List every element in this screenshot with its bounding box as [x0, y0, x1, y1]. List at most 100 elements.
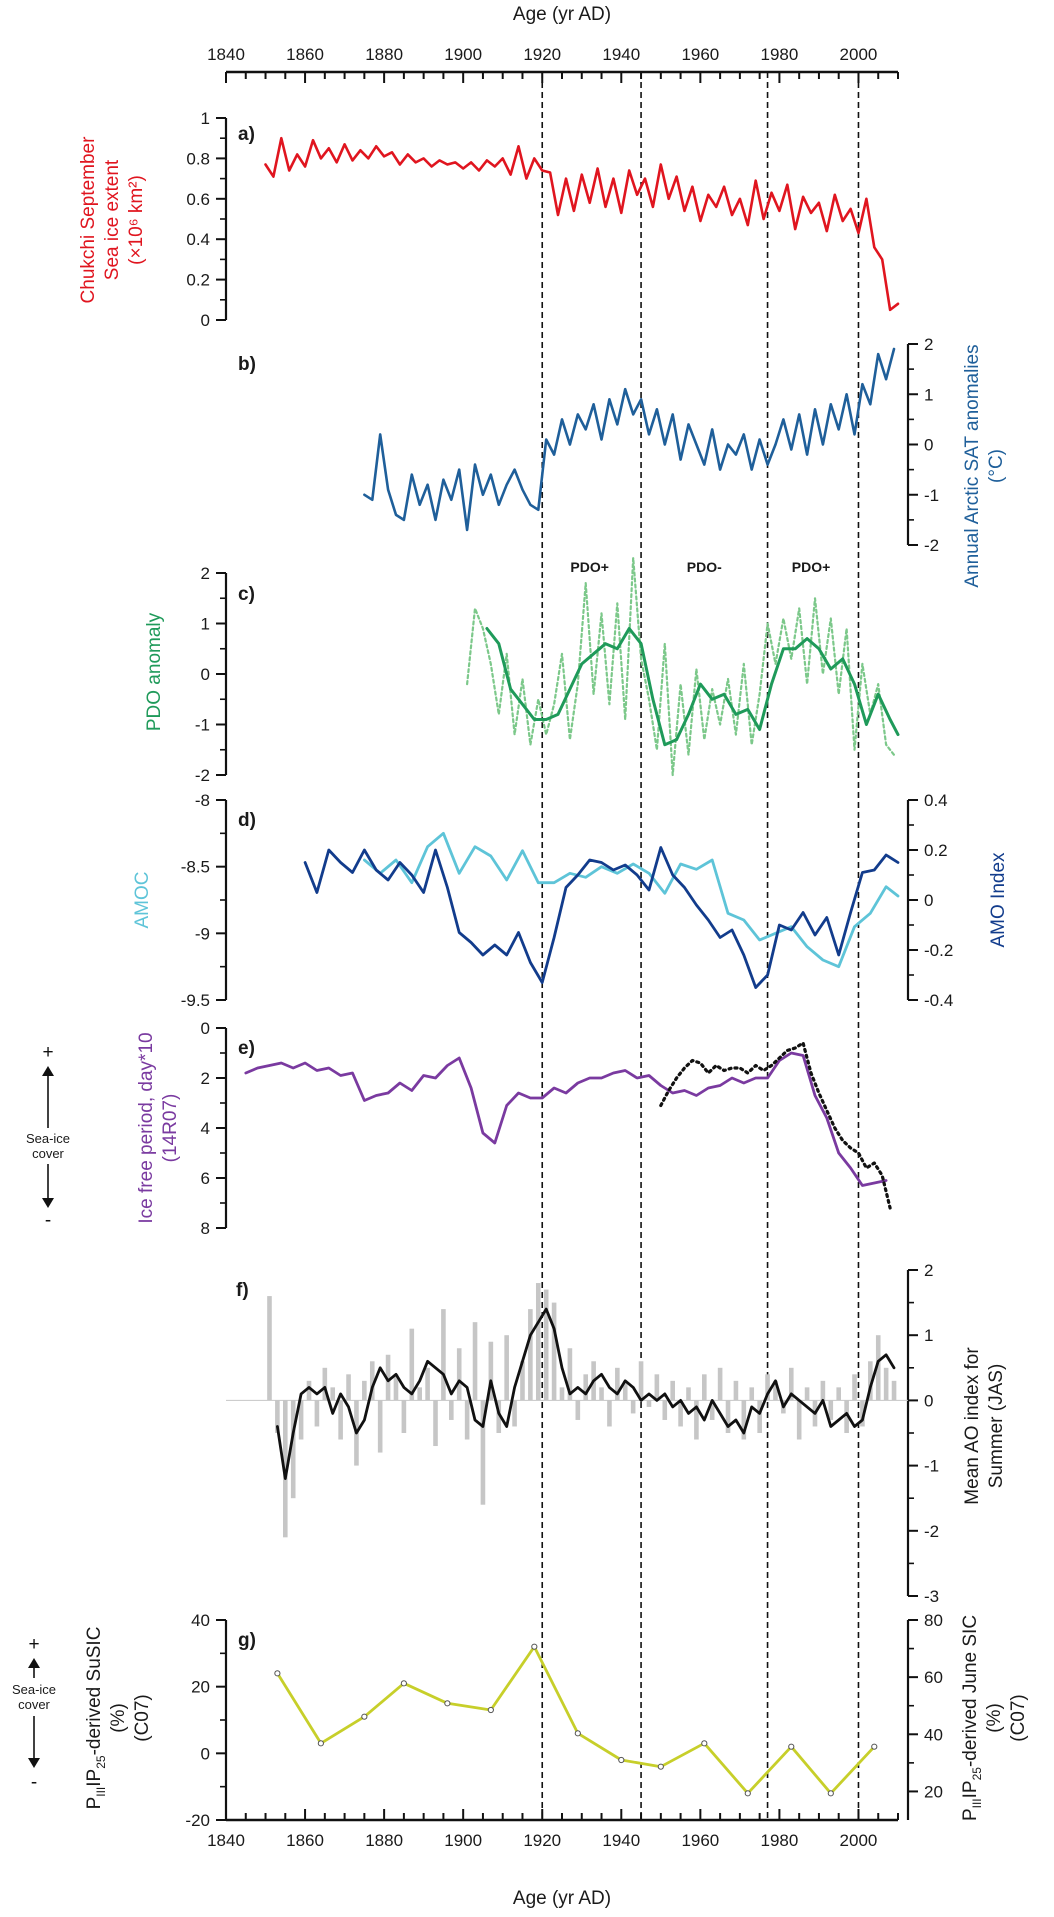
- arrow-down-head: [42, 1198, 54, 1208]
- susic-point: [361, 1713, 368, 1720]
- left-y-tick-label: -2: [195, 766, 210, 785]
- ao-bar: [520, 1361, 525, 1401]
- ao-bar: [883, 1367, 889, 1401]
- ao-bar: [298, 1400, 304, 1440]
- susic-point: [788, 1743, 795, 1750]
- right-y-tick-label: 1: [924, 385, 933, 404]
- ice-free-dotted-line: [659, 1041, 892, 1210]
- ao-bar: [749, 1387, 755, 1401]
- ao-bar: [662, 1400, 668, 1420]
- amoc-line: [363, 831, 900, 969]
- ao-bar: [622, 1380, 628, 1401]
- ao-bar: [844, 1400, 849, 1433]
- ao-bar: [804, 1387, 810, 1401]
- right-y-tick-label: 40: [924, 1725, 943, 1744]
- bottom-tick-label: 1840: [207, 1831, 245, 1850]
- top-tick-label: 1940: [602, 45, 640, 64]
- panel-b: -2 -1 0 1 2 b) Annual Arctic SAT anomalies (°C): [238, 335, 1007, 588]
- left-y-tick-label: -8.5: [181, 858, 210, 877]
- ao-bar: [338, 1400, 343, 1440]
- sea-ice-text: cover: [32, 1146, 64, 1161]
- y-axis-label-line: PIIIIP25-derived June SIC: [960, 1615, 984, 1821]
- left-y-tick-label: 40: [191, 1611, 210, 1630]
- susic-point: [574, 1730, 581, 1737]
- right-y-tick-label: -0.4: [924, 991, 953, 1010]
- ao-bar: [773, 1380, 778, 1401]
- ao-bar: [654, 1374, 660, 1401]
- right-y-tick-label: 0: [924, 891, 933, 910]
- left-y-tick-label: 0: [201, 1744, 210, 1763]
- ao-bar: [449, 1400, 454, 1420]
- bottom-tick-label: 1940: [602, 1831, 640, 1850]
- ao-bar: [868, 1361, 873, 1401]
- panel-g: -20 0 20 40 20 40 60 80 g) PIIIIP25-derived SuSIC…: [12, 1611, 1029, 1830]
- bottom-tick-label: 1860: [286, 1831, 324, 1850]
- ao-bar: [488, 1341, 494, 1401]
- bottom-tick-label: 1960: [681, 1831, 719, 1850]
- y-axis-label-line: PIIIIP25-derived SuSIC: [84, 1627, 108, 1810]
- left-y-tick-label: 0.4: [186, 230, 210, 249]
- panel-f: -3 -2 -1 0 1 2 f) Mean AO index for Summer (JAS): [226, 1261, 1007, 1606]
- y-axis-label-right: AMO Index: [988, 852, 1009, 948]
- arrow-up-head: [42, 1066, 54, 1076]
- ao-bar: [891, 1380, 897, 1401]
- left-y-tick-label: 2: [201, 564, 210, 583]
- left-y-tick-label: 1: [201, 109, 210, 128]
- ao-bar: [401, 1400, 407, 1433]
- ao-bar: [615, 1367, 620, 1401]
- left-y-tick-label: 8: [201, 1219, 210, 1238]
- ao-bar: [528, 1309, 533, 1401]
- panel-c: -2 -1 0 1 2 PDO+ PDO- PDO+ c) PDO anomaly: [144, 556, 900, 785]
- bottom-tick-label: 1980: [760, 1831, 798, 1850]
- left-y-tick-label: -8: [195, 791, 210, 810]
- y-axis-label-line: Summer (JAS): [986, 1364, 1007, 1489]
- right-y-tick-label: -2: [924, 1522, 939, 1541]
- panels: 0 0.2 0.4 0.6 0.8 1 a) Chukchi September Sea ice…: [12, 109, 1029, 1830]
- susic-point: [317, 1740, 324, 1747]
- panel-label: e): [238, 1038, 255, 1059]
- ao-bar: [860, 1400, 865, 1427]
- y-axis-label-line: Chukchi September: [78, 136, 99, 304]
- top-tick-label: 1980: [760, 45, 798, 64]
- left-y-tick-label: 4: [201, 1119, 210, 1138]
- bottom-axis-title: Age (yr AD): [513, 1888, 611, 1909]
- ao-bar: [480, 1400, 486, 1505]
- left-y-tick-label: -9: [195, 924, 210, 943]
- left-y-tick-label: -9.5: [181, 991, 210, 1010]
- ao-bar: [409, 1328, 415, 1401]
- dashed-year-lines: [541, 72, 860, 1820]
- left-y-tick-label: 1: [201, 615, 210, 634]
- susic-point: [744, 1790, 751, 1797]
- sea-ice-text: Sea-ice: [12, 1682, 56, 1697]
- left-y-tick-label: 0.6: [186, 190, 210, 209]
- ao-bar: [607, 1400, 612, 1427]
- top-tick-label: 2000: [840, 45, 878, 64]
- ao-bar: [441, 1309, 446, 1401]
- ao-bar: [583, 1374, 589, 1401]
- y-axis-label-line: Mean AO index for: [962, 1347, 983, 1505]
- panel-a: 0 0.2 0.4 0.6 0.8 1 a) Chukchi September Sea ice…: [78, 109, 900, 330]
- right-y-tick-label: -2: [924, 536, 939, 555]
- top-tick-label: 1920: [523, 45, 561, 64]
- right-y-tick-label: 80: [924, 1611, 943, 1630]
- ao-bar: [741, 1400, 747, 1440]
- ao-bar: [464, 1400, 470, 1440]
- ao-bar: [425, 1367, 430, 1401]
- pdo-phase-label: PDO+: [570, 559, 609, 575]
- ice-free-period-line: [244, 1051, 888, 1187]
- sea-ice-text: cover: [18, 1697, 50, 1712]
- ao-bar: [385, 1354, 391, 1401]
- ao-bar: [330, 1387, 336, 1401]
- left-y-tick-label: 0: [201, 311, 210, 330]
- ao-bar: [599, 1387, 604, 1401]
- top-tick-label: 1840: [207, 45, 245, 64]
- y-axis-label-line: (C07): [132, 1694, 153, 1742]
- bottom-tick-label: 2000: [840, 1831, 878, 1850]
- top-tick-label: 1900: [444, 45, 482, 64]
- susic-line: [276, 1645, 876, 1795]
- pdo-annual-dotted-line: [466, 556, 896, 777]
- right-y-tick-label: 60: [924, 1668, 943, 1687]
- top-axis-title: Age (yr AD): [513, 4, 611, 25]
- y-axis-label-line: (%): [984, 1703, 1005, 1733]
- sea-ice-extent-line: [264, 136, 900, 312]
